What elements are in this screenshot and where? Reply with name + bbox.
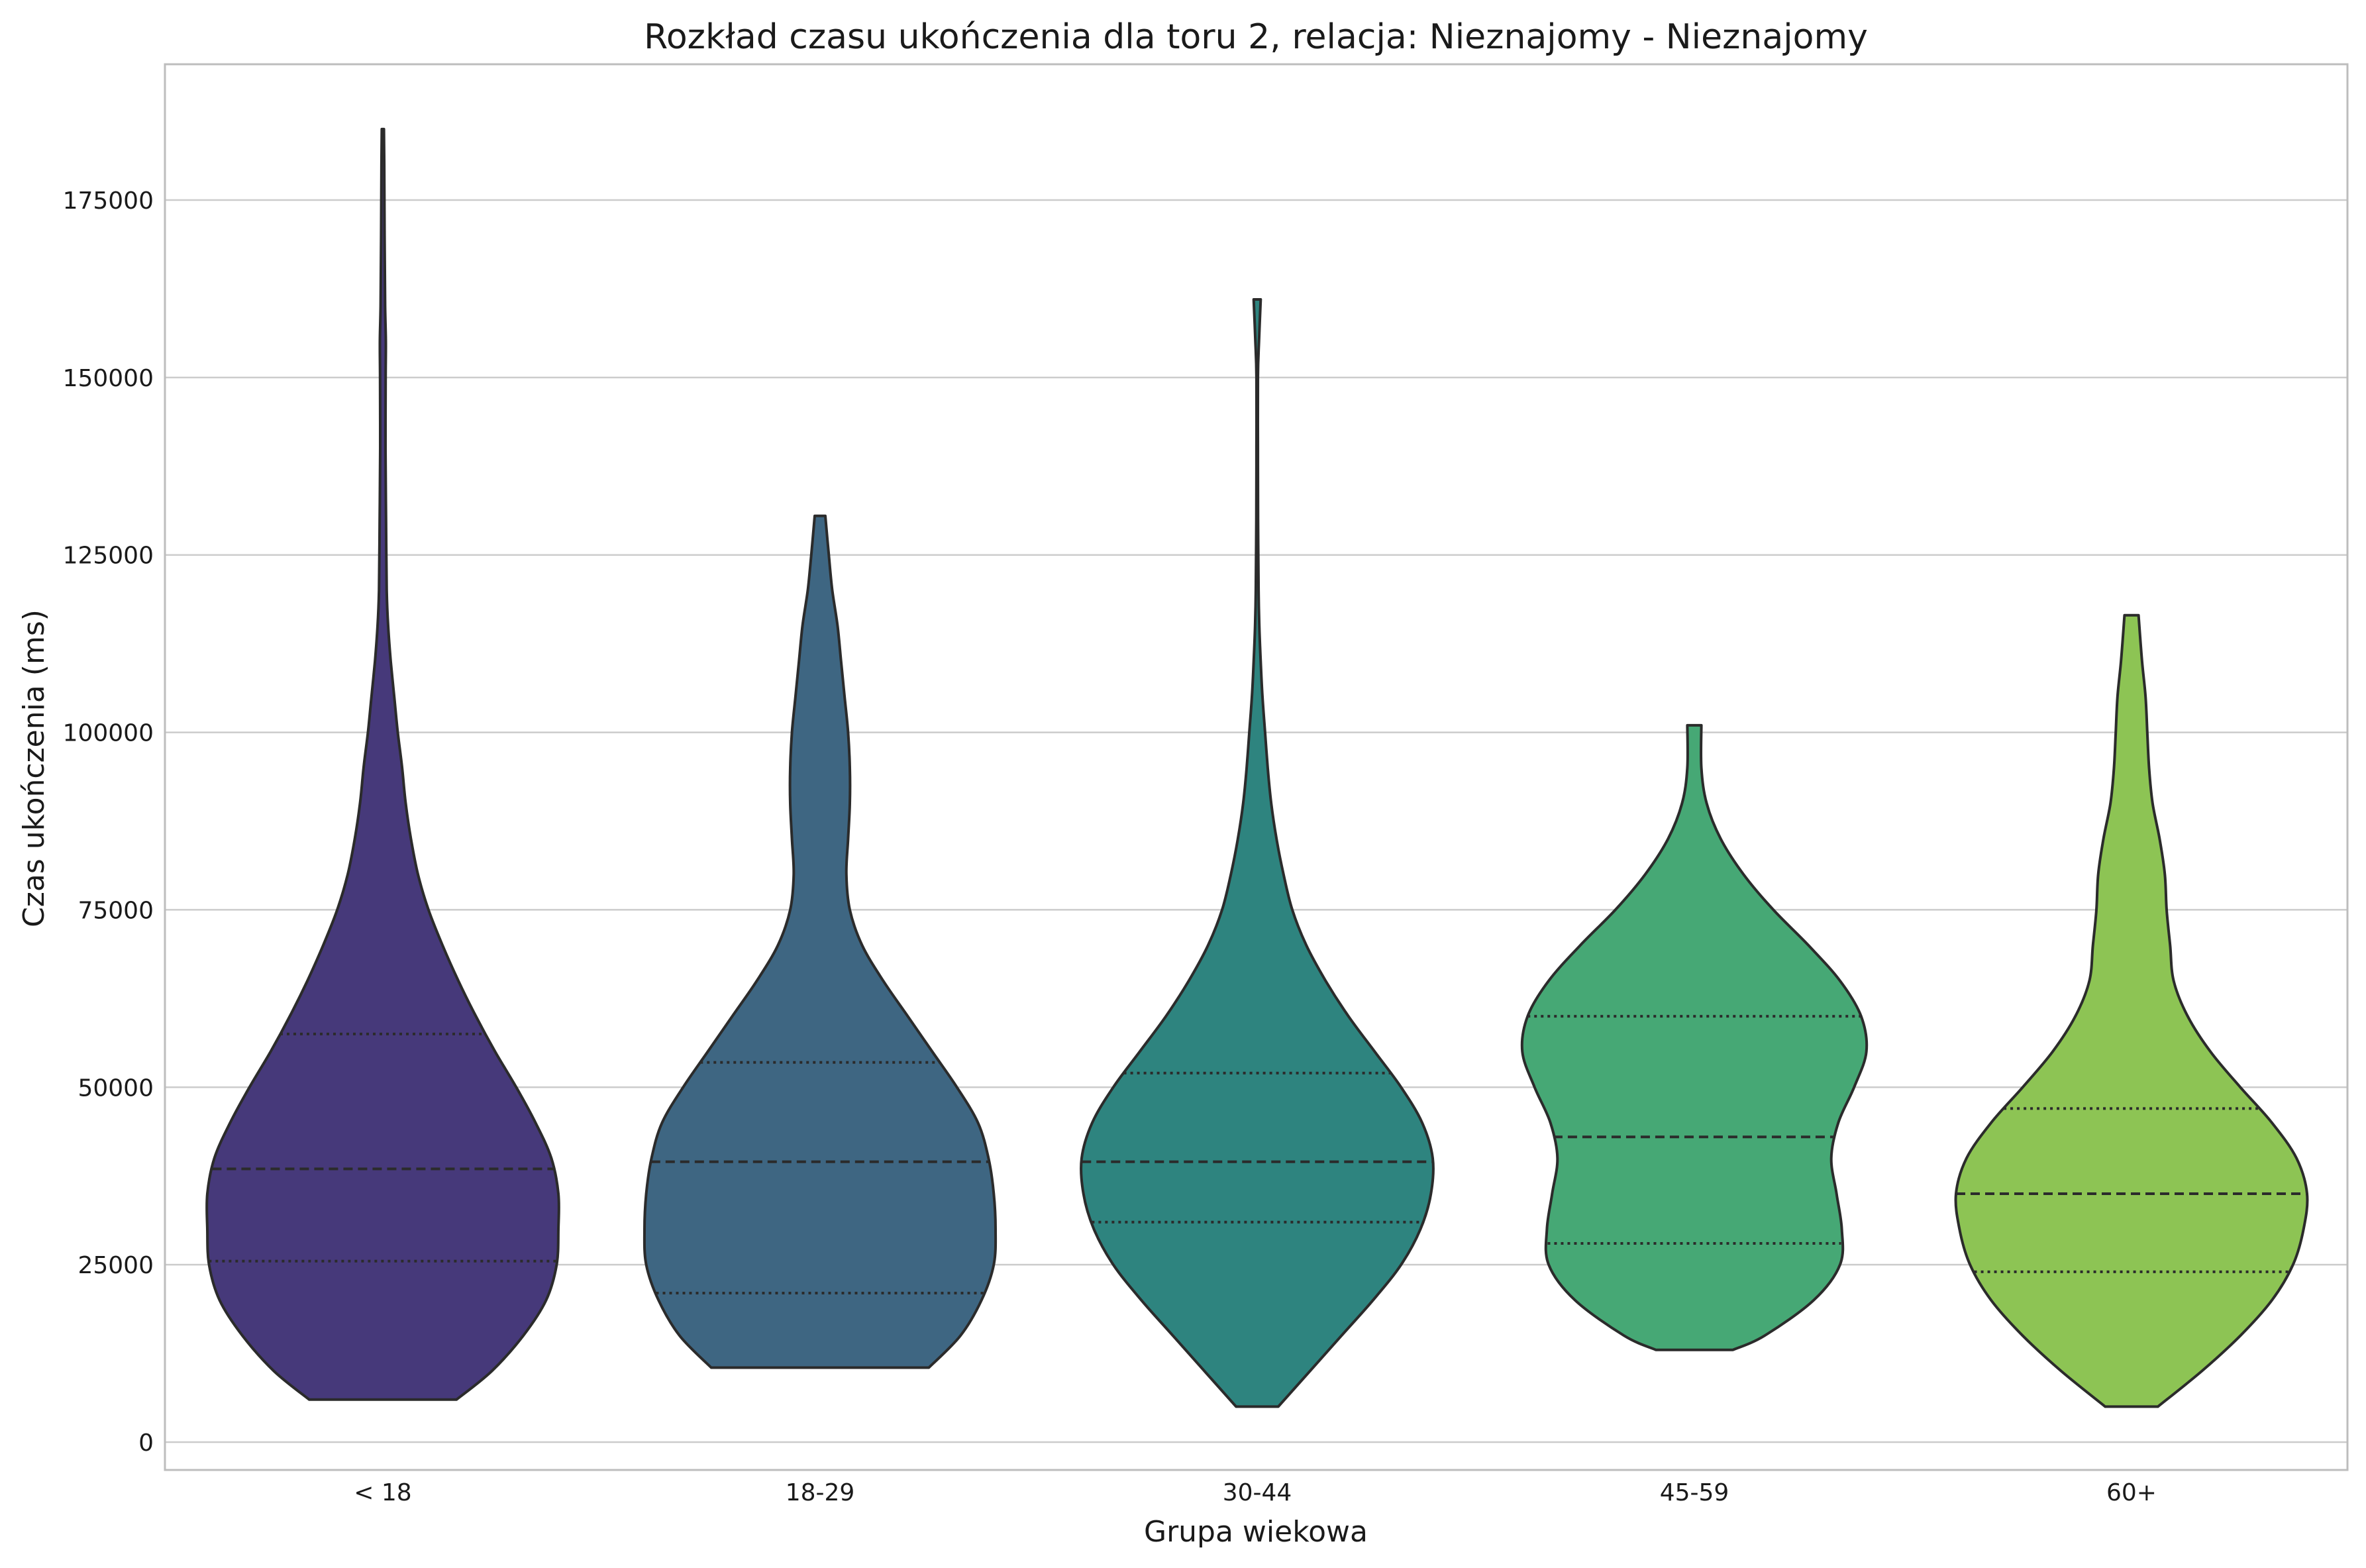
y-tick-label: 125000: [63, 543, 154, 570]
violin-1: [205, 127, 560, 1401]
x-axis-label: Grupa wiekowa: [1144, 1515, 1368, 1549]
violin-2: [643, 514, 998, 1369]
y-tick-label: 25000: [77, 1252, 154, 1279]
violin-3: [1080, 298, 1435, 1408]
chart-title: Rozkład czasu ukończenia dla toru 2, rel…: [644, 17, 1868, 57]
x-tick-label: 45-59: [1660, 1479, 1729, 1506]
quartile-lines: [209, 1015, 2307, 1294]
violins: [205, 127, 2309, 1408]
y-tick-label: 0: [138, 1430, 154, 1457]
y-tick-label: 100000: [63, 720, 154, 747]
x-tick-label: 18-29: [786, 1479, 855, 1506]
y-tick-label: 75000: [77, 897, 154, 924]
y-tick-labels: 0 25000 50000 75000 100000 125000 150000 175000: [63, 187, 154, 1457]
y-tick-label: 50000: [77, 1074, 154, 1102]
x-tick-label: 30-44: [1223, 1479, 1292, 1506]
violin-4: [1520, 723, 1869, 1351]
y-tick-label: 150000: [63, 365, 154, 392]
plot-frame: [164, 63, 2349, 1471]
x-tick-label: 60+: [2106, 1479, 2157, 1506]
y-tick-label: 175000: [63, 187, 154, 215]
x-tick-labels: < 18 18-29 30-44 45-59 60+: [354, 1479, 2157, 1506]
y-axis-label: Czas ukończenia (ms): [17, 609, 51, 927]
violin-5: [1954, 613, 2309, 1408]
x-tick-label: < 18: [354, 1479, 411, 1506]
